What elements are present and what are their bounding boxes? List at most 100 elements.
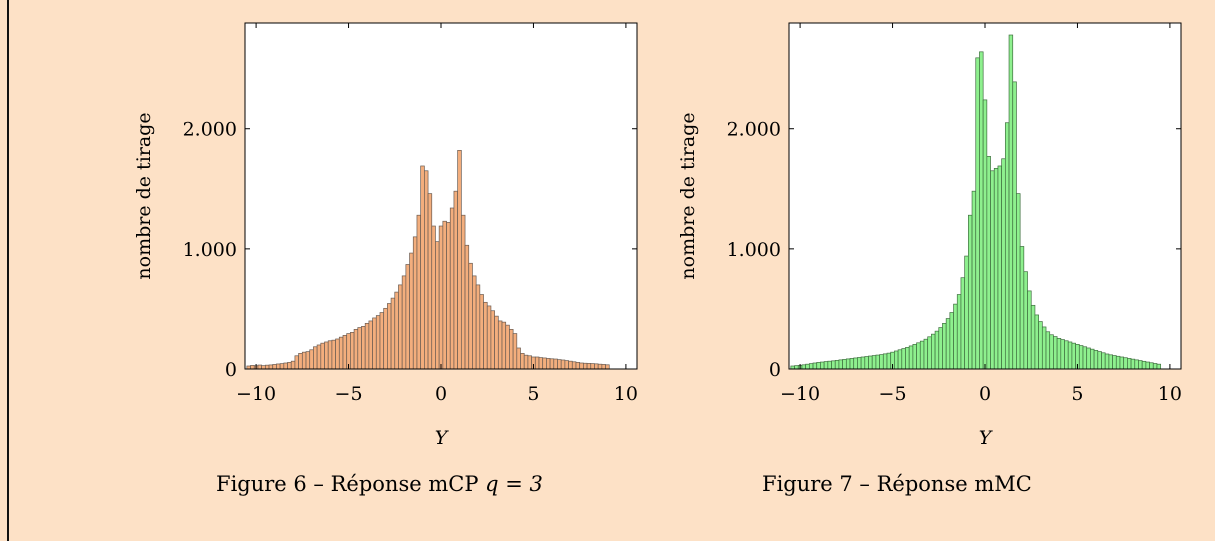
histogram-bar xyxy=(560,359,566,370)
histogram-bar xyxy=(412,236,418,370)
histogram-bar xyxy=(383,307,388,370)
histogram-bar xyxy=(834,360,840,370)
histogram-bar xyxy=(527,355,532,370)
histogram-bar xyxy=(901,348,906,370)
histogram-bar xyxy=(460,214,466,370)
histogram-bar xyxy=(283,362,288,370)
histogram-bar xyxy=(409,252,414,370)
histogram-bar xyxy=(982,99,988,370)
histogram-bar xyxy=(446,222,451,370)
x-axis-label: Y xyxy=(979,427,994,449)
histogram-bar xyxy=(268,364,274,370)
histogram-bar xyxy=(794,365,799,370)
histogram-bar xyxy=(301,351,307,370)
histogram-bar xyxy=(350,332,355,370)
histogram-bar xyxy=(279,363,285,370)
histogram-bar xyxy=(464,244,470,370)
histogram-bar xyxy=(575,362,581,370)
histogram-bar xyxy=(1097,351,1102,370)
y-tick-label: 2.000 xyxy=(183,119,237,141)
histogram-bar xyxy=(290,360,296,370)
histogram-bar xyxy=(387,303,392,370)
histogram-bar xyxy=(542,357,547,370)
histogram-bar xyxy=(1123,357,1128,370)
histogram-bar xyxy=(298,353,303,370)
histogram-bar xyxy=(546,358,551,370)
histogram-bar xyxy=(509,329,514,370)
histogram-bar xyxy=(520,353,525,370)
bars xyxy=(246,150,610,370)
histogram-bar xyxy=(823,361,829,370)
caption-math: q = 3 xyxy=(485,472,543,496)
histogram-bar xyxy=(601,364,606,370)
histogram-bar xyxy=(1056,338,1062,370)
histogram-bar xyxy=(490,310,495,370)
histogram-bar xyxy=(553,358,558,370)
histogram-bar xyxy=(942,323,947,370)
histogram-bar xyxy=(372,317,377,370)
histogram-bar xyxy=(916,342,921,370)
histogram-bar xyxy=(1004,122,1010,370)
histogram-bar xyxy=(860,356,866,370)
histogram-bar xyxy=(975,57,980,370)
histogram-bar xyxy=(1071,342,1076,370)
histogram-bar xyxy=(571,361,577,370)
histogram-bar xyxy=(1038,321,1043,370)
histogram-bar xyxy=(583,362,588,370)
histogram-bar xyxy=(449,207,455,370)
histogram-bar xyxy=(1086,347,1091,370)
left-margin-rule xyxy=(7,0,9,541)
histogram-bar xyxy=(1090,348,1095,370)
histogram-bar xyxy=(820,361,825,370)
histogram-bar xyxy=(868,355,873,370)
histogram-mmc: −10 −5 0 5 10 0 1.000 2.000 nombre de tirage Y xyxy=(677,22,1182,449)
histogram-bar xyxy=(934,330,940,370)
histogram-bar xyxy=(497,320,503,370)
histogram-bar xyxy=(816,362,821,370)
histogram-bar xyxy=(908,345,914,370)
histogram-bar xyxy=(523,354,529,370)
bars xyxy=(790,34,1162,370)
x-tick-label: 0 xyxy=(435,383,447,405)
histogram-bar xyxy=(1104,353,1110,370)
histogram-bar xyxy=(416,214,422,370)
histogram-bar xyxy=(971,190,977,370)
histogram-bar xyxy=(586,363,592,370)
histogram-bar xyxy=(838,359,843,370)
histogram-bar xyxy=(272,364,277,370)
histogram-bar xyxy=(394,291,399,370)
histogram-bar xyxy=(468,262,473,370)
histogram-bar xyxy=(1101,352,1106,370)
histogram-bar xyxy=(579,362,584,370)
x-tick-label: 10 xyxy=(1158,383,1182,405)
histogram-bar xyxy=(1027,290,1032,370)
histogram-bar xyxy=(1016,193,1021,370)
histogram-bar xyxy=(1134,359,1139,370)
histogram-bar xyxy=(346,333,351,370)
histogram-bar xyxy=(1049,334,1054,370)
histogram-bar xyxy=(427,193,433,370)
histogram-bar xyxy=(264,364,270,370)
histogram-bar xyxy=(457,150,462,370)
histogram-bar xyxy=(1119,356,1125,370)
histogram-bar xyxy=(1115,355,1121,370)
x-tick-label: 5 xyxy=(527,383,539,405)
histogram-bar xyxy=(1034,314,1039,370)
histogram-bar xyxy=(853,357,858,370)
histogram-bar xyxy=(316,344,322,370)
histogram-bar xyxy=(1141,360,1147,370)
histogram-bar xyxy=(864,356,869,370)
histogram-bar xyxy=(257,364,262,370)
histogram-bar xyxy=(486,305,492,370)
histogram-bar xyxy=(956,294,962,370)
histogram-bar xyxy=(875,354,880,370)
histogram-bar xyxy=(857,357,862,370)
y-tick-label: 0 xyxy=(225,359,237,381)
histogram-bar xyxy=(842,359,847,370)
histogram-bar xyxy=(424,170,429,370)
histogram-bar xyxy=(564,360,569,370)
histogram-bar xyxy=(1067,341,1073,370)
histogram-bar xyxy=(494,315,499,370)
histogram-mcp: −10 −5 0 5 10 0 1.000 2.000 nombre de tirage Y xyxy=(133,22,638,449)
